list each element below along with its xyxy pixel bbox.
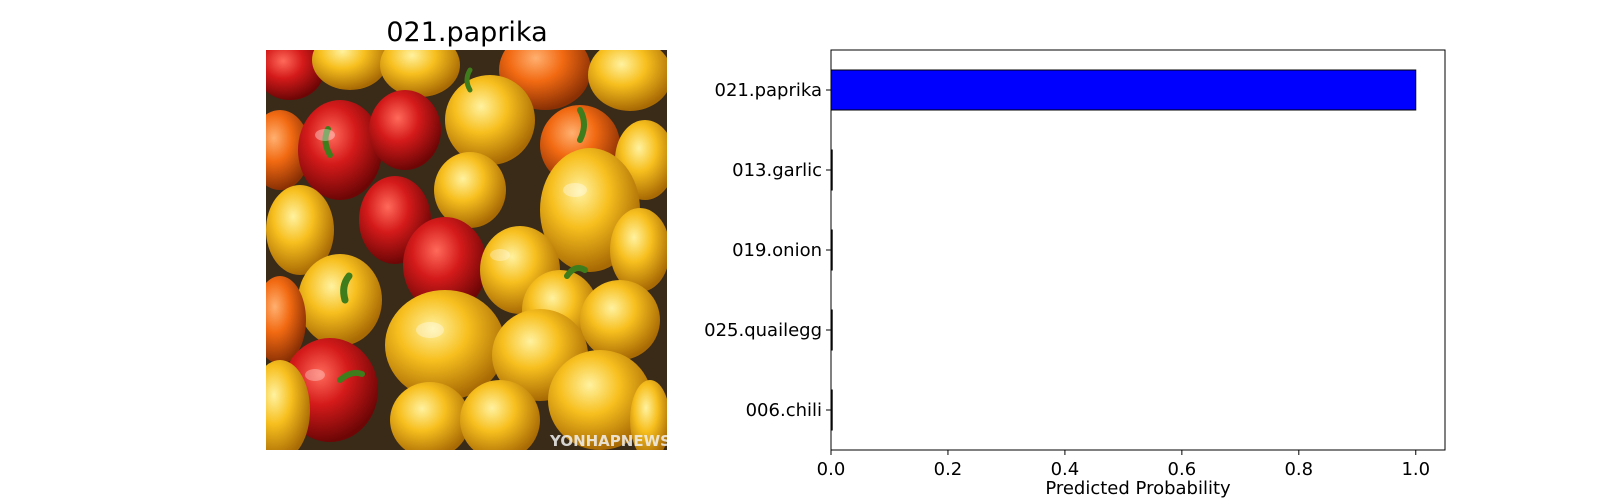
x-tick-label: 1.0 — [1401, 459, 1430, 480]
paprika-photo: YONHAPNEWS — [266, 50, 671, 450]
plot-frame — [830, 49, 1446, 451]
y-tick-label: 025.quailegg — [704, 320, 822, 341]
y-tick-label: 006.chili — [746, 400, 822, 421]
probability-chart: 021.paprika 013.garlic 019.onion 025.quaile… — [704, 49, 1446, 499]
x-axis-label: Predicted Probability — [1045, 478, 1231, 499]
x-tick-label: 0.0 — [817, 459, 846, 480]
x-tick-label: 0.4 — [1051, 459, 1080, 480]
x-tick-label: 0.8 — [1284, 459, 1313, 480]
image-title: 021.paprika — [386, 17, 547, 48]
bar — [830, 69, 1417, 111]
x-tick-label: 0.6 — [1168, 459, 1197, 480]
x-tick-label: 0.2 — [934, 459, 963, 480]
photo-watermark: YONHAPNEWS — [549, 432, 671, 450]
y-tick-label: 019.onion — [732, 240, 822, 261]
y-tick-label: 013.garlic — [732, 160, 822, 181]
y-tick-label: 021.paprika — [715, 80, 823, 101]
